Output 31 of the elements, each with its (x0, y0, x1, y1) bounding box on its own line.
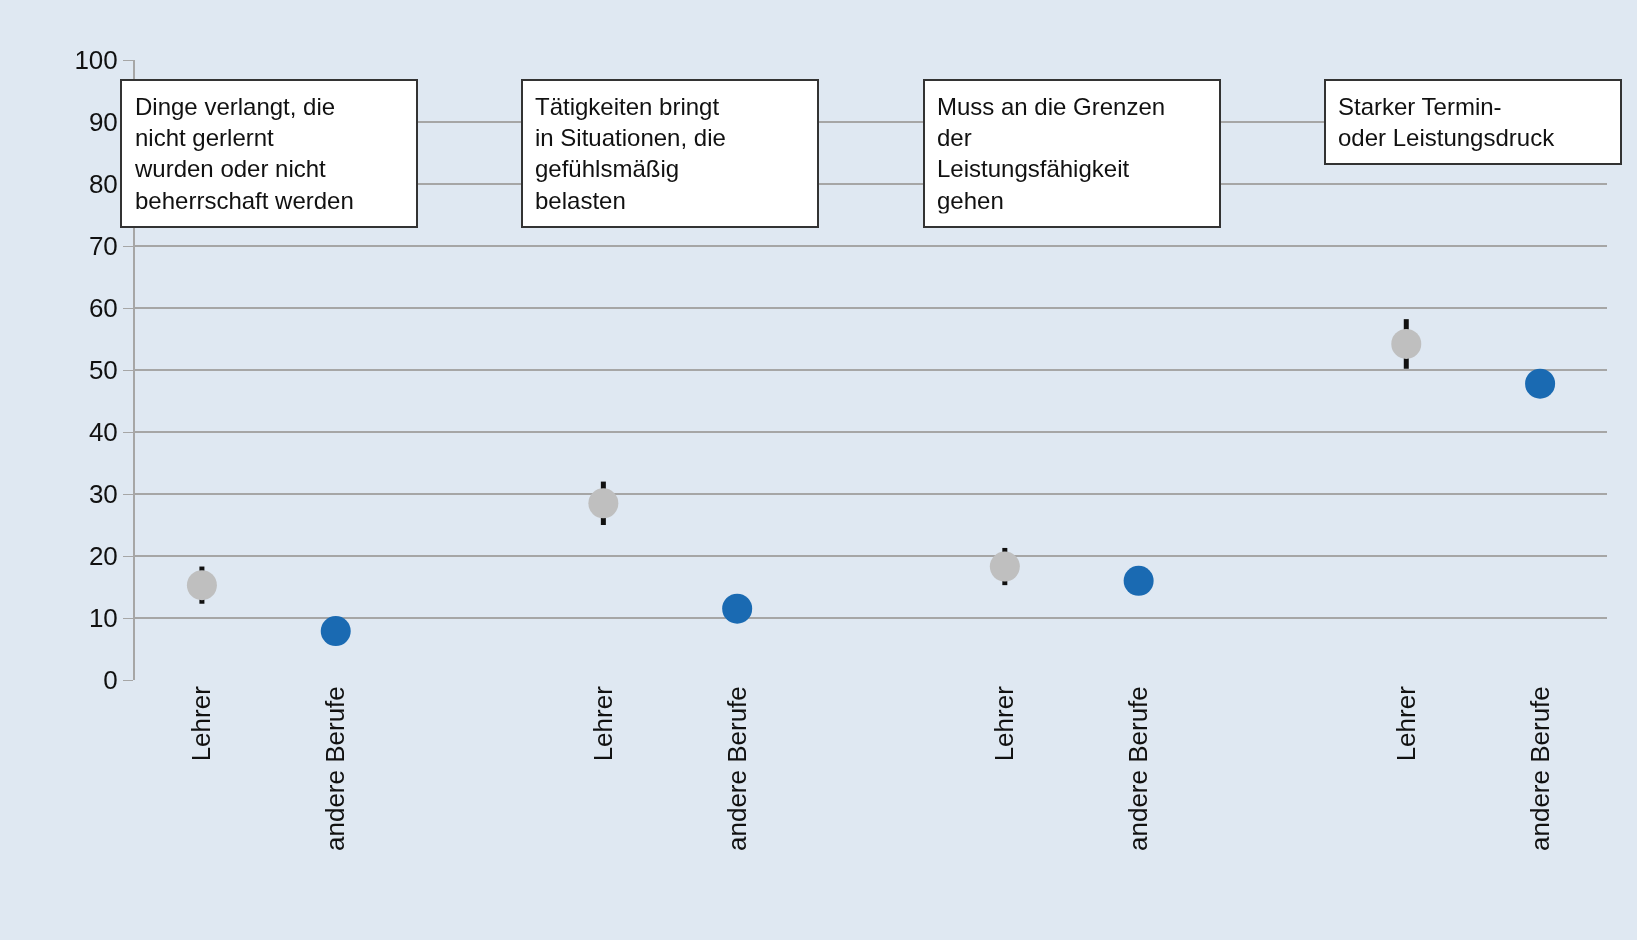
point (722, 593, 753, 624)
x-tick-label: andere Berufe (721, 686, 752, 851)
x-tick-label: andere Berufe (1123, 686, 1154, 851)
y-tick-label: 20 (88, 541, 118, 572)
y-tick-label: 40 (88, 417, 118, 448)
point (989, 551, 1020, 582)
point (186, 570, 217, 601)
x-tick-label: Lehrer (186, 685, 217, 762)
y-tick-label: 60 (88, 293, 118, 324)
y-tick-label: 70 (88, 231, 118, 262)
x-tick-label: andere Berufe (320, 686, 351, 851)
annotation: Muss an die Grenzen der Leistungsfähigkeit gehen (937, 93, 1166, 214)
annotation: Starker Termin- oder Leistungsdruck (1338, 93, 1556, 152)
point (1391, 328, 1422, 359)
point (588, 488, 619, 519)
point (1525, 368, 1556, 399)
y-tick-label: 100 (74, 45, 118, 76)
x-tick-label: Lehrer (587, 685, 618, 762)
x-tick-label: Lehrer (1390, 685, 1421, 762)
y-tick-label: 80 (88, 169, 118, 200)
point (1123, 565, 1154, 596)
annotation: Tätigkeiten bringt in Situationen, die gefühlsmäßig belasten (535, 93, 726, 214)
point (320, 616, 351, 647)
y-tick-label: 30 (88, 479, 118, 510)
y-tick-label: 50 (88, 355, 118, 386)
x-tick-label: Lehrer (989, 685, 1020, 762)
y-tick-label: 0 (103, 665, 118, 696)
x-tick-label: andere Berufe (1524, 686, 1555, 851)
annotation: Dinge verlangt, die nicht gerlernt wurden oder nicht beherrschaft werden (134, 93, 354, 214)
y-tick-label: 90 (88, 107, 118, 138)
y-tick-label: 10 (88, 603, 118, 634)
